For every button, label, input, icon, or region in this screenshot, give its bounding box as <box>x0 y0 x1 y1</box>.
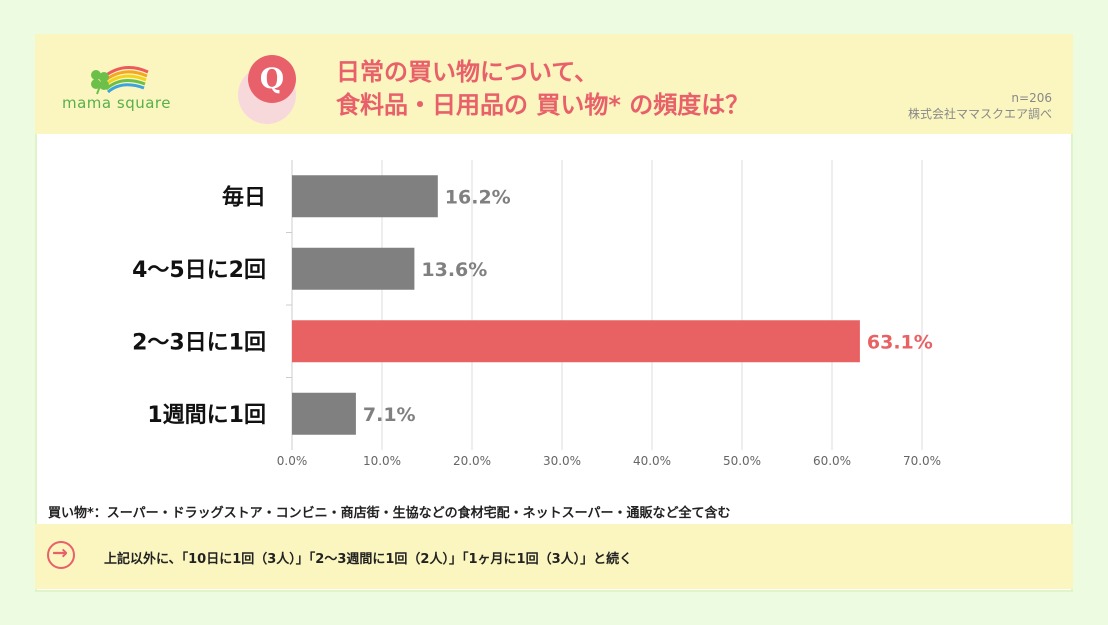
category-label: 毎日 <box>222 185 266 210</box>
bottom-note-band <box>35 524 1073 589</box>
survey-meta: n=206 株式会社ママスクエア調べ <box>908 90 1052 122</box>
q-badge-icon: Q <box>248 55 296 103</box>
logo-text: mama square <box>62 94 171 112</box>
title-line-1: 日常の買い物について、 <box>336 58 599 86</box>
x-tick-label: 60.0% <box>813 454 851 468</box>
category-label: 2〜3日に1回 <box>132 330 266 355</box>
bar <box>292 247 415 290</box>
x-tick-label: 10.0% <box>363 454 401 468</box>
bottom-note-text: 上記以外に、「10日に1回（3人）」「2〜3週間に1回（2人）」「1ヶ月に1回（… <box>104 552 633 567</box>
arrow-right-icon: → <box>47 541 75 569</box>
bar <box>292 320 860 363</box>
data-label: 63.1% <box>867 331 933 353</box>
bar <box>292 392 356 435</box>
category-label: 1週間に1回 <box>147 403 266 428</box>
page-title: 日常の買い物について、 食料品・日用品の 買い物* の頻度は？ <box>336 56 749 122</box>
x-tick-label: 30.0% <box>543 454 581 468</box>
header-band <box>35 34 1073 134</box>
bar <box>292 175 438 218</box>
x-tick-label: 50.0% <box>723 454 761 468</box>
sample-size: n=206 <box>1011 91 1052 105</box>
x-tick-label: 0.0% <box>277 454 308 468</box>
data-label: 7.1% <box>363 404 416 426</box>
x-tick-label: 70.0% <box>903 454 941 468</box>
category-label: 4〜5日に2回 <box>132 258 266 283</box>
arrow-glyph: → <box>52 542 68 564</box>
data-label: 16.2% <box>445 186 511 208</box>
footnote: 買い物*：スーパー・ドラッグストア・コンビニ・商店街・生協などの食材宅配・ネット… <box>48 506 731 521</box>
clover-rainbow-logo-icon <box>91 66 149 95</box>
survey-source: 株式会社ママスクエア調べ <box>907 107 1052 121</box>
data-label: 13.6% <box>421 259 487 281</box>
x-tick-label: 20.0% <box>453 454 491 468</box>
title-line-2: 食料品・日用品の 買い物* の頻度は？ <box>336 91 750 119</box>
x-tick-label: 40.0% <box>633 454 671 468</box>
